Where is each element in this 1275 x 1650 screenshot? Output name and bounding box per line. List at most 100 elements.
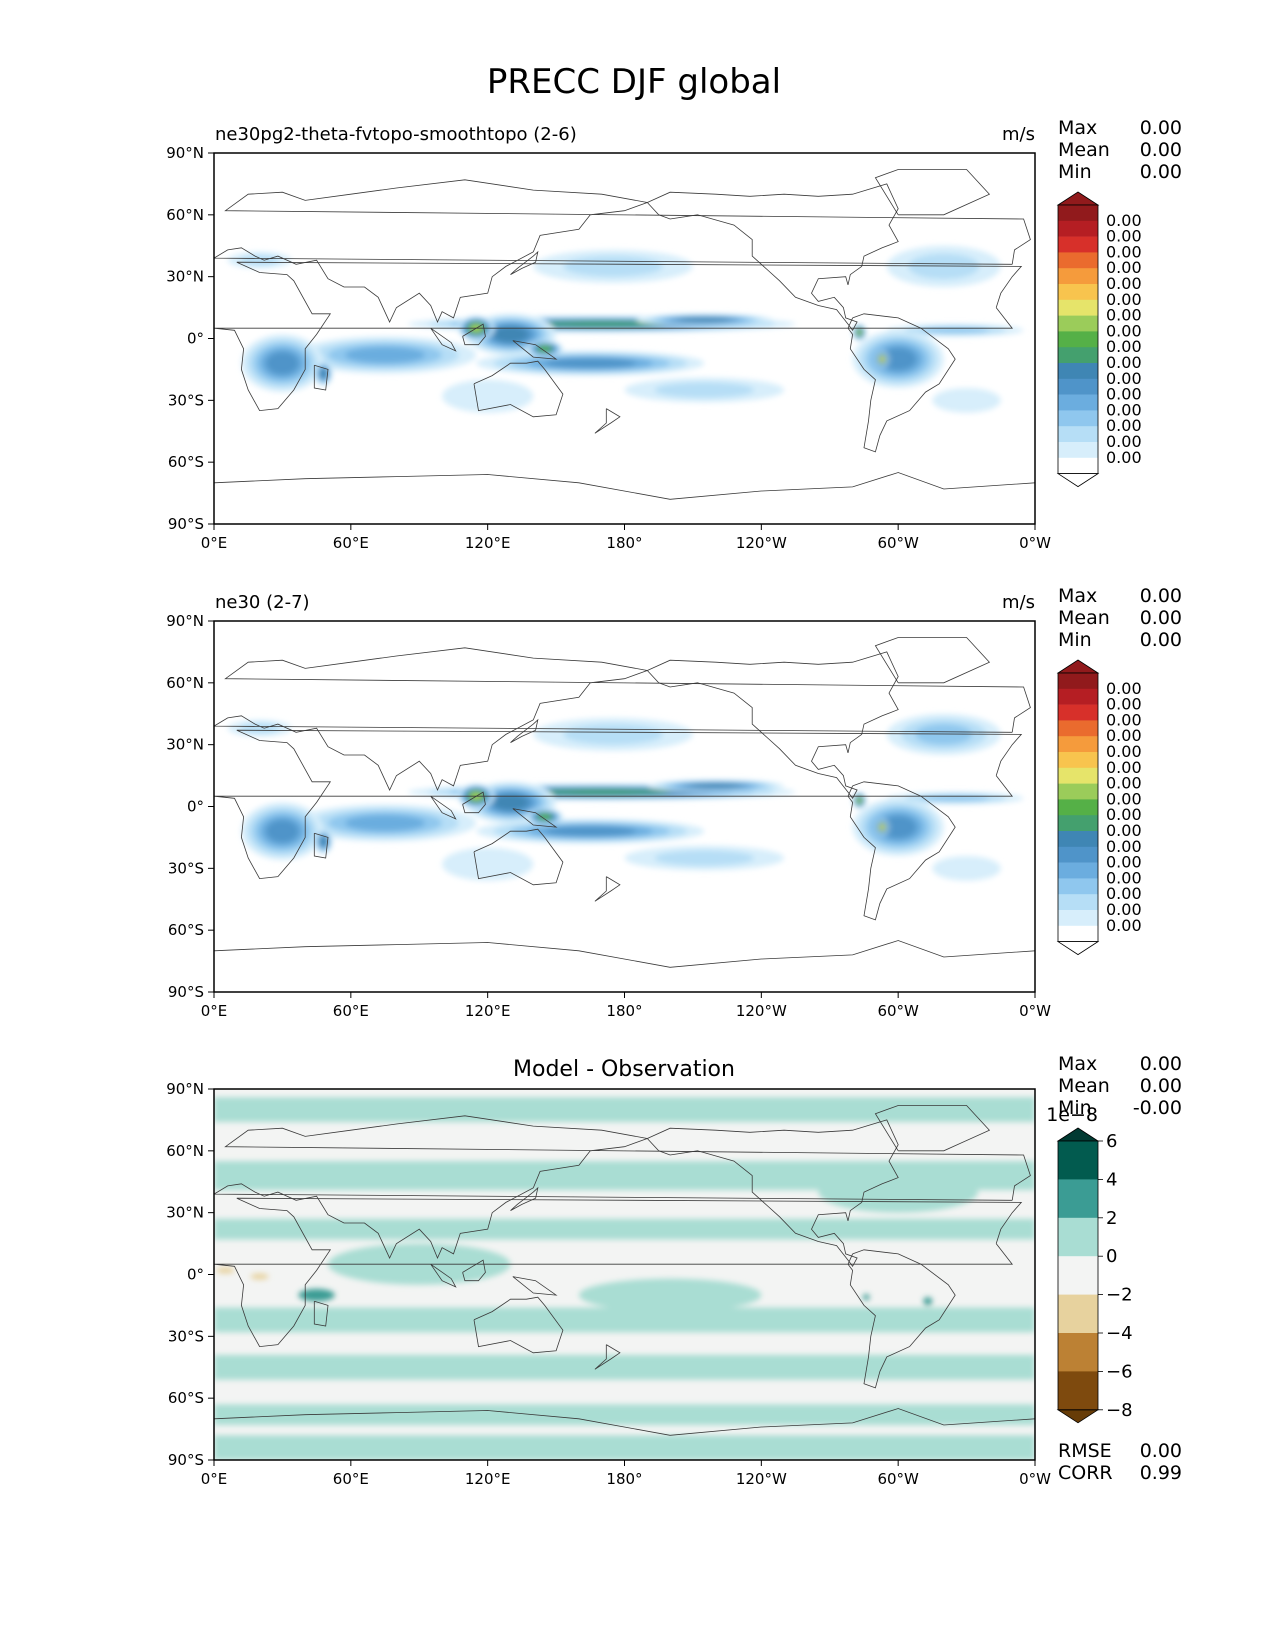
field-band xyxy=(214,1097,1035,1122)
colorbar-segment xyxy=(1058,331,1098,348)
field-contour xyxy=(862,1294,870,1301)
error-stats-block: RMSE 0.00 CORR 0.99 xyxy=(1058,1440,1182,1484)
stat-value: 0.00 xyxy=(1140,161,1182,183)
coastline-layer xyxy=(214,169,1035,500)
stats-block: Max 0.00 Mean 0.00 Min -0.00 xyxy=(1058,1053,1182,1119)
field-contour xyxy=(923,1297,933,1306)
coastline xyxy=(647,651,899,800)
field-contour xyxy=(532,789,671,796)
stat-value: 0.00 xyxy=(1140,1075,1182,1097)
x-tick-label: 120°E xyxy=(465,534,511,552)
field-contour xyxy=(320,836,327,847)
colorbar-segment xyxy=(1058,894,1098,911)
x-tick-label: 60°W xyxy=(877,534,919,552)
coastline xyxy=(214,729,1023,880)
field-layer xyxy=(214,1097,1035,1460)
colorbar-segment xyxy=(1058,1256,1098,1295)
coastline xyxy=(214,1408,1035,1436)
colorbar-frame xyxy=(1057,1140,1099,1411)
colorbar-segment xyxy=(1058,220,1098,237)
coastline-layer xyxy=(214,1105,1035,1436)
y-tick-label: 0° xyxy=(187,1266,204,1284)
stat-label: Max xyxy=(1058,117,1097,139)
y-tick-label: 90°S xyxy=(168,983,204,1001)
colorbar-tick-label: 0.00 xyxy=(1106,789,1142,808)
y-axis: 90°N 60°N 30°N 0° 30°S 60°S 90°S xyxy=(166,1080,214,1469)
stat-value: 0.00 xyxy=(1140,1053,1182,1075)
stat-value: 0.00 xyxy=(1140,139,1182,161)
field-contour xyxy=(532,321,671,328)
stat-label: Min xyxy=(1058,1097,1092,1119)
colorbar-segment xyxy=(1058,284,1098,301)
colorbar-tick-label: 0.00 xyxy=(1106,726,1142,745)
coastline xyxy=(510,250,539,275)
coastline xyxy=(214,1115,1031,1260)
coastline xyxy=(313,832,329,859)
field-contour xyxy=(216,1267,235,1274)
field-contour xyxy=(857,329,862,336)
colorbar-tick-label: 6 xyxy=(1106,1131,1117,1152)
coastline xyxy=(594,408,621,434)
stat-label: Max xyxy=(1058,585,1097,607)
colorbar-segment xyxy=(1058,442,1098,459)
y-tick-label: 30°N xyxy=(166,736,204,754)
coastline-layer xyxy=(214,637,1035,968)
field-contour xyxy=(239,255,280,266)
colorbar-tick-label: 0.00 xyxy=(1106,884,1142,903)
colorbar-tick-label: 0.00 xyxy=(1106,837,1142,856)
field-contour xyxy=(563,256,663,277)
coastline xyxy=(847,781,956,921)
field-band xyxy=(214,1354,1035,1380)
field-contour xyxy=(920,327,990,334)
x-tick-label: 0°E xyxy=(201,1470,228,1488)
stat-value: -0.00 xyxy=(1133,1097,1182,1119)
colorbar-tick-label: −4 xyxy=(1106,1323,1133,1344)
colorbar-tick-label: 0.00 xyxy=(1106,774,1142,793)
colorbar-segment xyxy=(1058,1294,1098,1334)
panel-units: m/s xyxy=(1002,124,1035,145)
coastline xyxy=(874,637,991,684)
field-band xyxy=(214,1404,1035,1425)
stat-label: Mean xyxy=(1058,1075,1110,1097)
coastline xyxy=(847,1249,956,1389)
colorbar-tick-label: 0.00 xyxy=(1106,448,1142,467)
colorbar-tick-label: −8 xyxy=(1106,1400,1133,1421)
colorbar-segment xyxy=(1058,736,1098,753)
panel-test: ne30pg2-theta-fvtopo-smoothtopo (2-6) m/… xyxy=(166,117,1182,552)
colorbar-tick-label: 0.00 xyxy=(1106,695,1142,714)
colorbar-tick-label: 0.00 xyxy=(1106,432,1142,451)
colorbar-segment xyxy=(1058,704,1098,721)
stat-label: Max xyxy=(1058,1053,1097,1075)
colorbar-segment xyxy=(1058,363,1098,380)
coastline xyxy=(874,1105,991,1152)
y-axis: 90°N 60°N 30°N 0° 30°S 60°S 90°S xyxy=(166,612,214,1001)
field-contour xyxy=(265,819,299,843)
y-tick-label: 90°S xyxy=(168,515,204,533)
y-tick-label: 30°S xyxy=(168,1327,204,1345)
y-tick-label: 90°N xyxy=(166,1080,204,1098)
field-band xyxy=(214,1218,1035,1240)
x-tick-label: 180° xyxy=(606,1002,642,1020)
colorbar-tick-label: 0 xyxy=(1106,1246,1117,1267)
field-contour xyxy=(493,794,528,811)
colorbar-extend-max xyxy=(1056,191,1100,206)
coastline xyxy=(512,1276,558,1296)
colorbar-frame xyxy=(1057,672,1099,943)
x-tick-label: 60°E xyxy=(333,1002,369,1020)
colorbar-extend-min xyxy=(1056,941,1100,956)
colorbar-tick-label: 0.00 xyxy=(1106,274,1142,293)
field-contour xyxy=(345,814,425,832)
field-contour xyxy=(678,317,730,323)
stat-value: 0.00 xyxy=(1140,629,1182,651)
colorbar-tick-label: 2 xyxy=(1106,1208,1117,1229)
colorbar-extend-min xyxy=(1056,473,1100,488)
colorbar-segment xyxy=(1058,673,1098,690)
coastline xyxy=(214,472,1035,500)
colorbar: 0.000.000.000.000.000.000.000.000.000.00… xyxy=(1056,659,1142,956)
x-tick-label: 0°W xyxy=(1019,1002,1051,1020)
coastline xyxy=(214,179,1031,324)
coastline xyxy=(462,323,486,346)
colorbar-segment xyxy=(1058,688,1098,705)
stat-label: CORR xyxy=(1058,1462,1113,1484)
field-contour xyxy=(239,723,280,734)
